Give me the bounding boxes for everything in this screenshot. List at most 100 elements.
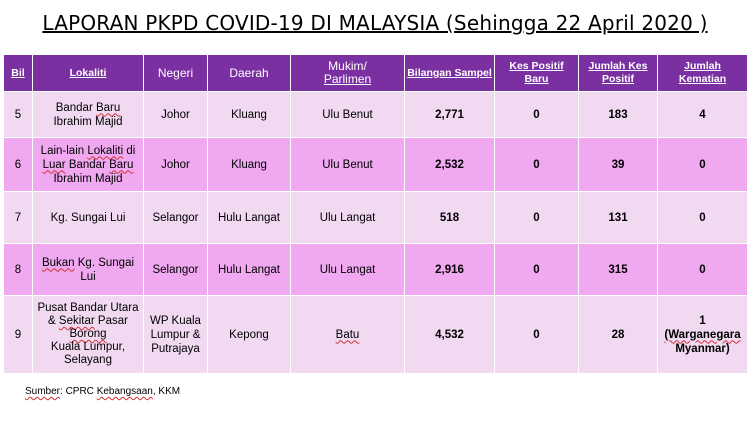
lokaliti-text: Bandar	[55, 101, 96, 114]
lokaliti-text: Kuala Lumpur,	[50, 341, 126, 353]
lokaliti-text: Ibrahim Majid	[53, 172, 123, 185]
cell-negeri: WP Kuala Lumpur & Putrajaya	[143, 295, 208, 374]
cell-jumlah-kes: 39	[578, 137, 658, 192]
source-text: Kebangsaan	[96, 386, 153, 397]
cell-sampel: 4,532	[404, 295, 495, 374]
lokaliti-text: Lokaliti	[87, 144, 124, 157]
lokaliti-text: Borong	[69, 328, 107, 340]
table-row: 8 Bukan Kg. Sungai Lui Selangor Hulu Lan…	[3, 243, 748, 296]
cell-mukim: Ulu Benut	[290, 91, 405, 138]
cell-kematian: 1 (Warganegara Myanmar)	[657, 295, 748, 374]
cell-jumlah-kes: 131	[578, 191, 658, 244]
source-text: , KKM	[152, 386, 181, 397]
col-kematian-line1: Jumlah	[684, 60, 721, 72]
cell-bil: 5	[3, 91, 33, 138]
cell-lokaliti: Bandar Baru Ibrahim Majid	[32, 91, 144, 138]
kematian-text: Myanmar)	[675, 342, 730, 355]
cell-bil: 6	[3, 137, 33, 192]
lokaliti-text: Kg. Sungai	[74, 256, 135, 269]
cell-jumlah-kes: 183	[578, 91, 658, 138]
cell-positif-baru: 0	[494, 137, 579, 192]
negeri-text: Lumpur &	[150, 328, 201, 341]
lokaliti-text: Pusat Bandar Utara	[37, 302, 139, 314]
lokaliti-text: Selayang	[64, 354, 112, 366]
cell-bil: 9	[3, 295, 33, 374]
col-bil: Bil	[3, 54, 33, 92]
cell-daerah: Hulu Langat	[207, 243, 291, 296]
col-positif-baru-line1: Kes Positif	[509, 60, 564, 72]
kematian-text: (Warganegara	[664, 328, 741, 341]
cell-kematian: 4	[657, 91, 748, 138]
col-sampel: Bilangan Sampel	[404, 54, 495, 92]
col-jumlah-kes-line1: Jumlah Kes	[588, 60, 648, 72]
cell-jumlah-kes: 28	[578, 295, 658, 374]
lokaliti-text: Pasar	[94, 315, 128, 327]
col-mukim-line1: Mukim/	[328, 59, 367, 73]
lokaliti-text: Lui	[80, 270, 96, 283]
cell-negeri: Johor	[143, 137, 208, 192]
col-daerah: Daerah	[207, 54, 291, 92]
cell-daerah: Kepong	[207, 295, 291, 374]
cell-positif-baru: 0	[494, 191, 579, 244]
cell-lokaliti: Bukan Kg. Sungai Lui	[32, 243, 144, 296]
lokaliti-text: &	[48, 315, 59, 327]
cell-negeri: Selangor	[143, 191, 208, 244]
cell-positif-baru: 0	[494, 243, 579, 296]
covid-report-table: Bil Lokaliti Negeri Daerah Mukim/ Parlim…	[3, 54, 748, 374]
table-row: 7 Kg. Sungai Lui Selangor Hulu Langat Ul…	[3, 191, 748, 244]
cell-kematian: 0	[657, 191, 748, 244]
cell-bil: 8	[3, 243, 33, 296]
col-positif-baru: Kes Positif Baru	[494, 54, 579, 92]
cell-negeri: Selangor	[143, 243, 208, 296]
lokaliti-text: Bandar	[65, 158, 110, 171]
negeri-text: WP Kuala	[150, 314, 201, 327]
cell-sampel: 2,532	[404, 137, 495, 192]
cell-sampel: 518	[404, 191, 495, 244]
lokaliti-text: Bukan	[41, 256, 75, 269]
cell-mukim: Ulu Langat	[290, 243, 405, 296]
cell-mukim: Ulu Benut	[290, 137, 405, 192]
cell-lokaliti: Pusat Bandar Utara & Sekitar Pasar Boron…	[32, 295, 144, 374]
cell-lokaliti: Kg. Sungai Lui	[32, 191, 144, 244]
header-row: Bil Lokaliti Negeri Daerah Mukim/ Parlim…	[3, 54, 748, 92]
col-kematian: Jumlah Kematian	[657, 54, 748, 92]
lokaliti-text: Ibrahim Majid	[53, 115, 123, 128]
source-label: Sumber	[25, 386, 61, 397]
lokaliti-text: Baru	[95, 101, 121, 114]
kematian-text: 1	[699, 314, 706, 327]
cell-daerah: Kluang	[207, 91, 291, 138]
mukim-text: Batu	[335, 328, 360, 341]
table-row: 5 Bandar Baru Ibrahim Majid Johor Kluang…	[3, 91, 748, 138]
cell-mukim: Ulu Langat	[290, 191, 405, 244]
cell-jumlah-kes: 315	[578, 243, 658, 296]
col-mukim-line2: Parlimen	[323, 72, 372, 86]
lokaliti-text: Lain-lain	[40, 144, 88, 157]
cell-mukim: Batu	[290, 295, 405, 374]
cell-sampel: 2,771	[404, 91, 495, 138]
lokaliti-text: Baru	[109, 158, 134, 171]
table-row: 6 Lain-lain Lokaliti di Luar Bandar Baru…	[3, 137, 748, 192]
col-jumlah-kes-line2: Positif	[601, 73, 635, 85]
report-title: LAPORAN PKPD COVID-19 DI MALAYSIA (Sehin…	[42, 11, 708, 35]
cell-bil: 7	[3, 191, 33, 244]
col-positif-baru-line2: Baru	[524, 73, 549, 85]
cell-daerah: Kluang	[207, 137, 291, 192]
col-negeri: Negeri	[143, 54, 208, 92]
lokaliti-text: Sekitar	[58, 315, 95, 327]
cell-kematian: 0	[657, 243, 748, 296]
lokaliti-text: Luar	[42, 158, 66, 171]
col-lokaliti: Lokaliti	[32, 54, 144, 92]
cell-positif-baru: 0	[494, 91, 579, 138]
col-kematian-line2: Kematian	[678, 73, 727, 85]
source-note: Sumber: CPRC Kebangsaan, KKM	[25, 386, 180, 397]
col-mukim: Mukim/ Parlimen	[290, 54, 405, 92]
cell-sampel: 2,916	[404, 243, 495, 296]
col-jumlah-kes: Jumlah Kes Positif	[578, 54, 658, 92]
cell-daerah: Hulu Langat	[207, 191, 291, 244]
cell-positif-baru: 0	[494, 295, 579, 374]
negeri-text: Putrajaya	[151, 342, 200, 355]
source-text: : CPRC	[60, 386, 97, 397]
lokaliti-text: di	[123, 144, 136, 157]
cell-kematian: 0	[657, 137, 748, 192]
cell-negeri: Johor	[143, 91, 208, 138]
